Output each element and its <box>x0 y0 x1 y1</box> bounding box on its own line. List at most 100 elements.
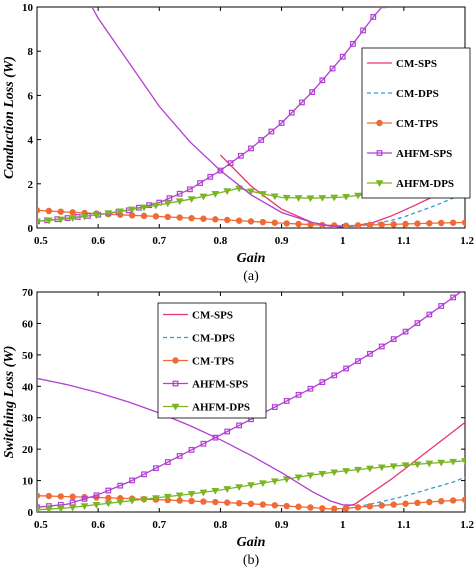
y-axis-label: Conduction Loss (W) <box>2 56 17 179</box>
data-point-ahfm-dps <box>342 468 351 475</box>
data-point-ahfm-sps <box>288 109 295 116</box>
data-point-ahfm-sps <box>307 385 314 392</box>
data-point-cm-tps <box>188 214 195 222</box>
y-tick-label: 20 <box>22 444 34 456</box>
data-point-ahfm-sps <box>227 160 234 167</box>
x-tick-label: 1.1 <box>397 519 411 531</box>
data-point-ahfm-dps <box>116 499 125 506</box>
data-point-ahfm-sps <box>81 496 88 502</box>
data-point-cm-tps <box>140 212 148 220</box>
data-point-ahfm-dps <box>270 193 279 201</box>
data-point-cm-tps <box>378 221 385 228</box>
data-point-cm-tps <box>247 500 255 508</box>
y-tick-label: 60 <box>22 318 34 330</box>
data-point-ahfm-sps <box>176 190 183 197</box>
data-point-cm-tps <box>37 492 41 499</box>
data-point-ahfm-sps <box>309 89 316 95</box>
plot-area <box>37 292 465 512</box>
data-point-ahfm-dps <box>282 476 291 484</box>
data-point-cm-tps <box>69 493 76 500</box>
data-point-ahfm-dps <box>151 495 160 502</box>
y-axis-label: Switching Loss (W) <box>2 346 17 459</box>
y-tick-label: 40 <box>22 381 34 393</box>
data-point-cm-tps <box>212 498 219 506</box>
data-point-ahfm-sps <box>360 27 366 34</box>
data-point-ahfm-dps <box>247 482 255 489</box>
data-point-cm-tps <box>37 207 41 214</box>
data-point-ahfm-dps <box>128 497 137 505</box>
data-point-cm-tps <box>271 219 278 226</box>
data-point-cm-tps <box>390 221 397 228</box>
data-point-ahfm-dps <box>365 465 374 473</box>
data-point-ahfm-dps <box>306 472 315 480</box>
data-point-ahfm-dps <box>56 505 65 512</box>
data-point-ahfm-dps <box>187 491 196 498</box>
data-point-ahfm-dps <box>104 210 113 218</box>
data-point-ahfm-dps <box>104 500 113 508</box>
data-point-ahfm-sps <box>402 328 409 335</box>
legend-marker-ahfm-sps <box>172 380 179 387</box>
data-point-ahfm-dps <box>211 487 220 495</box>
legend-marker-cm-tps <box>376 119 383 127</box>
legend: CM-SPS CM-DPS CM-TPS AHFM-SPS AHFM-DPS <box>361 47 471 199</box>
x-tick-label: 0.8 <box>214 235 228 247</box>
data-point-ahfm-sps <box>331 372 338 379</box>
data-point-ahfm-sps <box>224 428 231 435</box>
data-point-ahfm-sps <box>207 173 214 180</box>
data-point-cm-tps <box>449 497 457 504</box>
data-point-cm-tps <box>152 213 160 220</box>
data-point-ahfm-dps <box>116 208 125 216</box>
legend-label: CM-DPS <box>396 88 439 100</box>
data-point-ahfm-sps <box>217 167 224 174</box>
data-point-ahfm-dps <box>199 193 208 201</box>
data-point-ahfm-dps <box>294 195 303 202</box>
data-point-cm-tps <box>414 499 421 507</box>
data-point-ahfm-sps <box>117 482 124 489</box>
y-tick-label: 0 <box>28 223 34 235</box>
data-point-ahfm-dps <box>223 188 232 195</box>
data-point-cm-tps <box>57 493 64 500</box>
data-point-ahfm-dps <box>318 195 327 202</box>
y-tick-label: 10 <box>22 2 34 14</box>
data-point-ahfm-dps <box>223 486 232 493</box>
y-tick-label: 4 <box>28 135 34 147</box>
data-point-ahfm-sps <box>152 465 159 472</box>
data-point-ahfm-sps <box>319 379 326 385</box>
data-point-cm-tps <box>438 219 445 227</box>
legend-marker-ahfm-sps <box>376 150 383 156</box>
data-point-cm-tps <box>295 220 302 228</box>
data-point-cm-tps <box>45 492 53 500</box>
y-tick-label: 10 <box>22 476 34 488</box>
data-point-cm-tps <box>366 503 374 510</box>
data-point-ahfm-sps <box>299 99 305 106</box>
data-point-ahfm-dps <box>37 507 41 512</box>
y-tick-label: 70 <box>22 287 34 299</box>
data-point-ahfm-sps <box>166 195 173 202</box>
x-tick-label: 1 <box>340 519 346 531</box>
legend-marker-ahfm-dps <box>375 180 384 187</box>
data-point-cm-tps <box>426 220 433 227</box>
data-point-ahfm-sps <box>450 294 457 301</box>
x-tick-label: 0.9 <box>275 235 289 247</box>
data-point-ahfm-sps <box>339 53 346 60</box>
data-point-ahfm-sps <box>278 120 285 126</box>
legend-label: AHFM-DPS <box>396 178 454 190</box>
data-point-ahfm-dps <box>175 198 184 206</box>
data-point-ahfm-dps <box>68 215 77 223</box>
legend-label: CM-TPS <box>192 356 234 368</box>
data-point-ahfm-dps <box>389 463 398 471</box>
data-point-cm-tps <box>307 504 314 511</box>
data-point-cm-tps <box>271 502 278 509</box>
data-point-ahfm-sps <box>258 137 265 143</box>
legend-label: CM-DPS <box>192 333 235 345</box>
data-point-ahfm-dps <box>294 474 303 482</box>
data-point-cm-tps <box>45 207 53 215</box>
data-point-ahfm-sps <box>129 477 136 484</box>
x-tick-label: 1 <box>340 235 346 247</box>
data-point-cm-tps <box>283 220 290 227</box>
y-tick-label: 8 <box>28 46 34 58</box>
legend-label: AHFM-SPS <box>396 148 452 160</box>
y-tick-label: 0 <box>28 507 34 519</box>
legend: CM-SPS CM-DPS CM-TPS AHFM-SPS AHFM-DPS <box>157 302 267 419</box>
